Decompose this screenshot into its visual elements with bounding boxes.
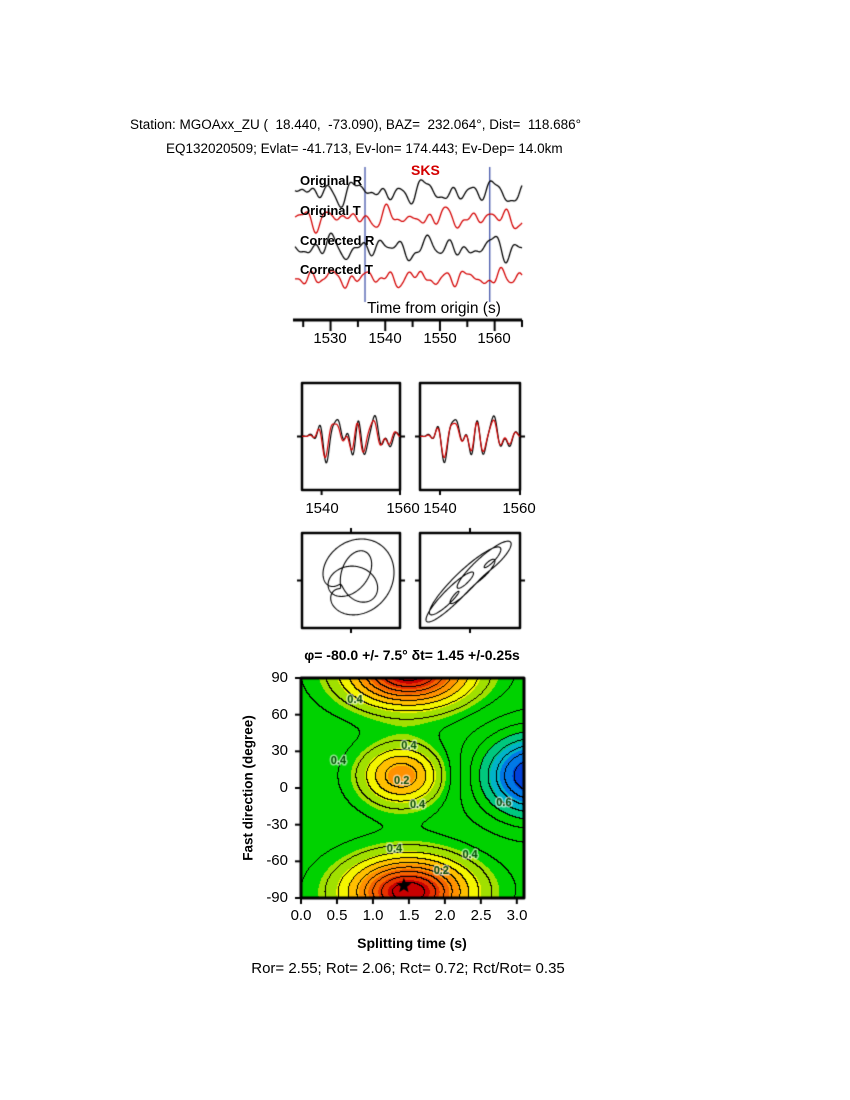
window-tick-label: 1540	[423, 500, 457, 517]
windowed-waveform-panels	[302, 383, 520, 490]
time-axis-label: Time from origin (s)	[367, 300, 501, 317]
fast-direction-axis-label: Fast direction (degree)	[240, 715, 256, 861]
fast-direction-tick-label: 90	[271, 668, 288, 686]
seismogram-panel	[293, 164, 525, 354]
splitting-time-axis-label: Splitting time (s)	[357, 935, 467, 951]
splitting-time-tick-label: 2.0	[434, 907, 456, 924]
splitting-time-tick-label: 2.5	[470, 907, 492, 924]
time-tick-label: 1560	[477, 330, 511, 347]
fast-direction-tick-label: 0	[279, 778, 288, 796]
splitting-time-tick-label: 1.0	[362, 907, 384, 924]
event-header: EQ132020509; Evlat= -41.713, Ev-lon= 174…	[166, 141, 563, 156]
fast-direction-tick-label: 60	[271, 705, 288, 723]
splitting-time-tick-label: 0.5	[326, 907, 348, 924]
trace-label-corrected-t: Corrected T	[300, 262, 373, 277]
splitting-result-title: φ= -80.0 +/- 7.5° δt= 1.45 +/-0.25s	[304, 647, 520, 663]
trace-label-corrected-r: Corrected R	[300, 233, 375, 248]
trace-label-original-r: Original R	[300, 173, 363, 188]
window-tick-label: 1540	[305, 500, 339, 517]
particle-motion-panels	[302, 533, 520, 628]
splitting-time-tick-label: 0.0	[290, 907, 312, 924]
results-footer: Ror= 2.55; Rot= 2.06; Rct= 0.72; Rct/Rot…	[251, 960, 565, 977]
fast-direction-tick-label: 30	[271, 741, 288, 759]
fast-direction-tick-label: -60	[266, 851, 288, 869]
trace-label-original-t: Original T	[300, 203, 361, 218]
window-tick-label: 1560	[502, 500, 536, 517]
time-tick-label: 1550	[423, 330, 457, 347]
misfit-contour-map	[301, 678, 524, 898]
splitting-time-tick-label: 3.0	[506, 907, 528, 924]
phase-label-sks: SKS	[411, 162, 440, 178]
fast-direction-tick-label: -30	[266, 815, 288, 833]
fast-direction-tick-label: -90	[266, 888, 288, 906]
station-header: Station: MGOAxx_ZU ( 18.440, -73.090), B…	[130, 117, 582, 132]
window-tick-label: 1560	[386, 500, 420, 517]
time-tick-label: 1540	[368, 330, 402, 347]
splitting-time-tick-label: 1.5	[398, 907, 420, 924]
time-tick-label: 1530	[313, 330, 347, 347]
